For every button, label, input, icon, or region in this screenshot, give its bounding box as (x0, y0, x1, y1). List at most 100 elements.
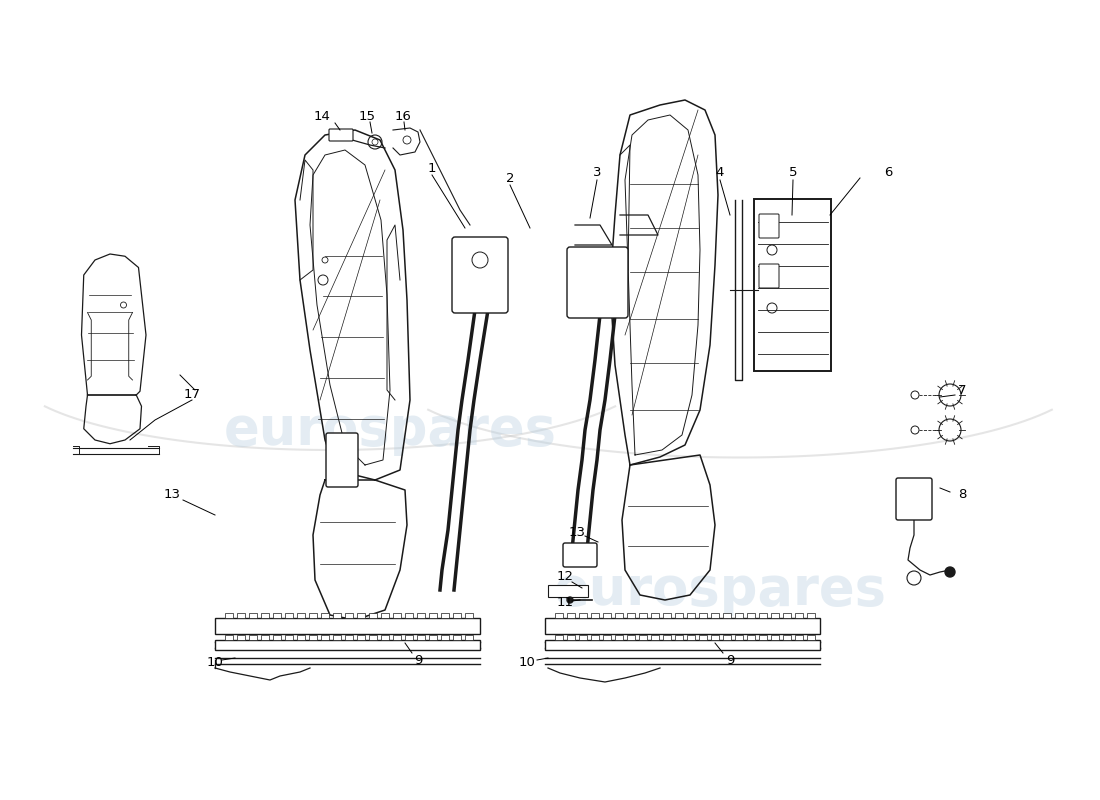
FancyBboxPatch shape (759, 264, 779, 288)
Bar (795, 613, 803, 618)
Text: eurospares: eurospares (553, 564, 887, 616)
Bar (285, 613, 293, 618)
Bar (273, 635, 280, 640)
Bar (417, 635, 425, 640)
Bar (417, 613, 425, 618)
Bar (285, 635, 293, 640)
Text: 5: 5 (789, 166, 797, 178)
Bar (735, 635, 743, 640)
Bar (675, 613, 683, 618)
Bar (663, 635, 671, 640)
Bar (783, 613, 791, 618)
Text: 7: 7 (958, 383, 966, 397)
Bar (711, 635, 719, 640)
Bar (226, 635, 233, 640)
Bar (321, 635, 329, 640)
Text: eurospares: eurospares (223, 404, 557, 456)
Bar (795, 635, 803, 640)
Bar (249, 635, 257, 640)
FancyBboxPatch shape (566, 247, 628, 318)
Bar (807, 635, 815, 640)
Bar (759, 635, 767, 640)
Bar (698, 613, 707, 618)
Bar (358, 635, 365, 640)
Text: 13: 13 (164, 489, 180, 502)
Bar (735, 613, 743, 618)
Bar (651, 635, 659, 640)
Text: 8: 8 (958, 489, 966, 502)
Bar (381, 635, 389, 640)
Bar (453, 635, 461, 640)
Text: 14: 14 (314, 110, 330, 122)
Circle shape (566, 597, 573, 603)
Bar (615, 613, 623, 618)
Bar (333, 635, 341, 640)
FancyBboxPatch shape (329, 129, 353, 141)
Bar (368, 635, 377, 640)
Bar (261, 635, 270, 640)
FancyBboxPatch shape (759, 214, 779, 238)
FancyBboxPatch shape (214, 640, 480, 650)
Bar (615, 635, 623, 640)
FancyBboxPatch shape (452, 237, 508, 313)
Circle shape (945, 567, 955, 577)
Bar (309, 613, 317, 618)
Text: 10: 10 (207, 655, 223, 669)
Bar (807, 613, 815, 618)
Bar (723, 613, 732, 618)
Bar (771, 635, 779, 640)
Bar (273, 613, 280, 618)
Bar (226, 613, 233, 618)
Bar (698, 635, 707, 640)
FancyBboxPatch shape (214, 618, 480, 634)
Bar (465, 635, 473, 640)
Bar (321, 613, 329, 618)
Bar (441, 635, 449, 640)
Text: 17: 17 (184, 389, 200, 402)
Bar (639, 635, 647, 640)
Bar (651, 613, 659, 618)
Bar (368, 613, 377, 618)
Text: 13: 13 (569, 526, 585, 538)
Text: 11: 11 (557, 595, 573, 609)
Bar (249, 613, 257, 618)
Bar (393, 613, 402, 618)
Bar (711, 613, 719, 618)
Text: 6: 6 (883, 166, 892, 178)
Bar (405, 635, 412, 640)
Bar (591, 613, 600, 618)
Bar (627, 613, 635, 618)
Bar (453, 613, 461, 618)
Bar (759, 613, 767, 618)
Bar (603, 635, 611, 640)
FancyBboxPatch shape (544, 640, 820, 650)
Bar (603, 613, 611, 618)
Bar (579, 613, 587, 618)
Bar (345, 635, 353, 640)
Bar (345, 613, 353, 618)
Bar (783, 635, 791, 640)
Bar (405, 613, 412, 618)
Bar (556, 613, 563, 618)
FancyBboxPatch shape (563, 543, 597, 567)
Text: 3: 3 (593, 166, 602, 178)
Bar (627, 635, 635, 640)
Text: 9: 9 (726, 654, 734, 666)
Bar (381, 613, 389, 618)
Bar (393, 635, 402, 640)
Bar (639, 613, 647, 618)
Bar (591, 635, 600, 640)
Text: 12: 12 (557, 570, 573, 582)
Bar (747, 635, 755, 640)
Bar (358, 613, 365, 618)
Bar (429, 613, 437, 618)
Bar (297, 613, 305, 618)
Bar (429, 635, 437, 640)
FancyBboxPatch shape (326, 433, 358, 487)
FancyBboxPatch shape (754, 199, 830, 371)
Bar (688, 613, 695, 618)
Text: 16: 16 (395, 110, 411, 122)
Text: 9: 9 (414, 654, 422, 666)
Bar (723, 635, 732, 640)
Text: 1: 1 (428, 162, 437, 174)
